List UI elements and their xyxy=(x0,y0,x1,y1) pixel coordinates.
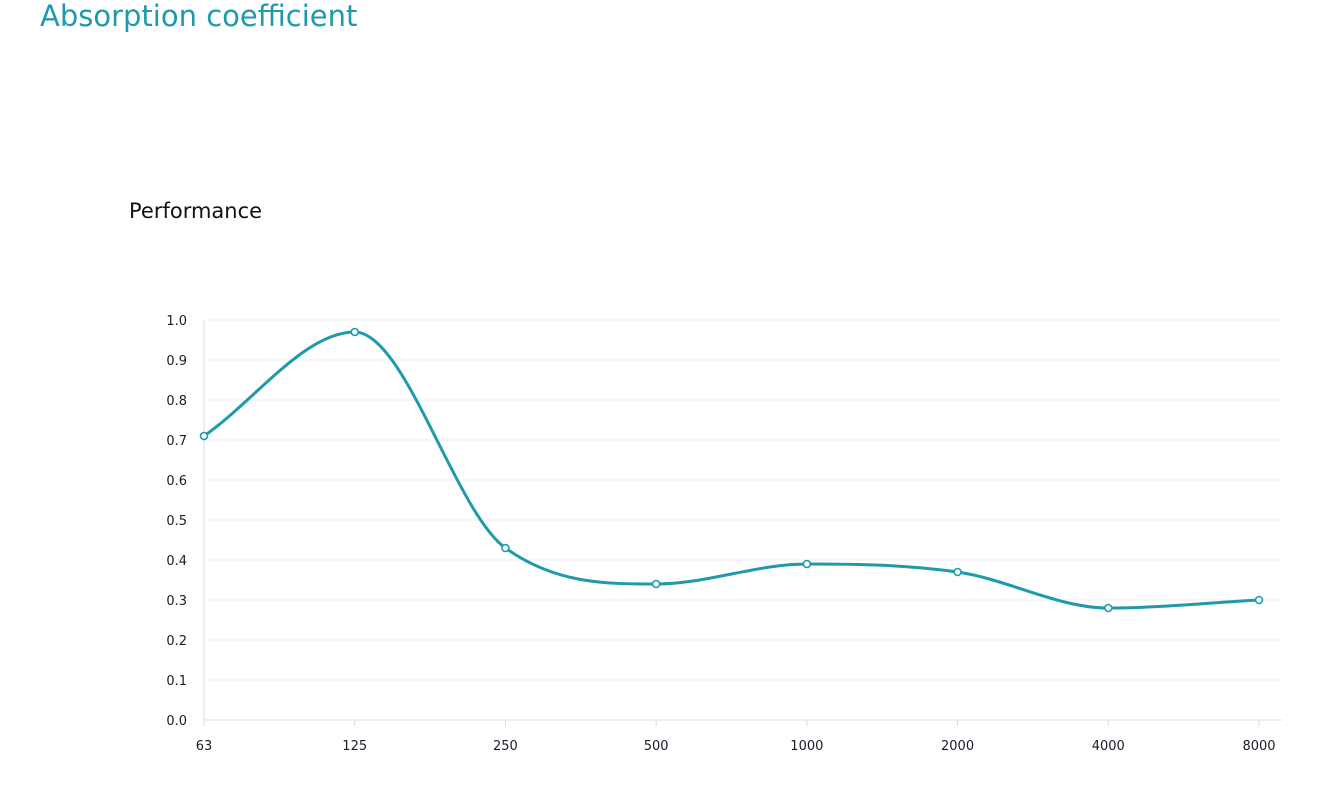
y-tick-label: 0.7 xyxy=(166,434,187,449)
y-tick-label: 0.5 xyxy=(166,514,187,529)
y-tick-label: 0.0 xyxy=(166,714,187,729)
chart-title: Performance xyxy=(129,199,263,223)
x-axis-ticks: 63 125 250 500 1000 2000 4000 8000 xyxy=(196,720,1276,754)
y-tick-label: 0.4 xyxy=(166,554,187,569)
x-tick-label: 8000 xyxy=(1242,739,1275,754)
x-tick-label: 500 xyxy=(644,739,669,754)
data-point[interactable]: 2000: 0.37 xyxy=(953,567,962,577)
x-tick-label: 63 xyxy=(196,739,213,754)
y-tick-label: 0.3 xyxy=(166,594,187,609)
series-line xyxy=(202,330,1261,610)
data-point[interactable]: 125: 0.97 xyxy=(350,327,360,337)
grid-lines xyxy=(204,319,1282,681)
data-point[interactable]: 250: 0.43 xyxy=(501,543,510,553)
x-tick-label: 125 xyxy=(342,739,367,754)
y-axis-ticks: 0.0 0.1 0.2 0.3 0.4 0.5 0.6 0.7 0.8 0.9 1.0 xyxy=(166,314,187,729)
series-layer xyxy=(202,330,1261,610)
x-tick-label: 250 xyxy=(493,739,518,754)
y-tick-label: 0.1 xyxy=(166,674,187,689)
page-title: Absorption coefficient xyxy=(40,0,358,33)
x-tick-label: 1000 xyxy=(790,739,823,754)
y-tick-label: 0.2 xyxy=(166,634,187,649)
x-tick-label: 4000 xyxy=(1092,739,1125,754)
axes xyxy=(203,320,1282,721)
y-tick-label: 0.9 xyxy=(166,354,187,369)
data-point[interactable]: 4000: 0.28 xyxy=(1103,603,1113,613)
data-point[interactable]: 8000: 0.3 xyxy=(1254,595,1264,605)
y-tick-label: 0.8 xyxy=(166,394,187,409)
data-point[interactable]: 63: 0.71 xyxy=(199,431,209,441)
data-point[interactable]: 1000: 0.39 xyxy=(802,559,812,569)
y-tick-label: 1.0 xyxy=(166,314,187,329)
y-tick-label: 0.6 xyxy=(166,474,187,489)
data-points[interactable]: 63: 0.71 125: 0.97 250: 0.43 500: 0.34 1000:… xyxy=(199,327,1264,613)
data-point[interactable]: 500: 0.34 xyxy=(651,579,661,589)
x-tick-label: 2000 xyxy=(941,739,974,754)
